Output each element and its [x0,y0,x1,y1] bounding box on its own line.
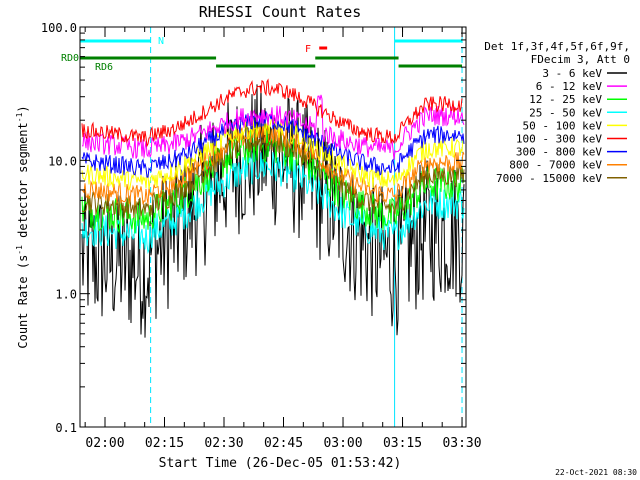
series-lines [81,78,465,338]
series-line [81,149,465,255]
y-axis-label-sup1: -1 [15,245,24,255]
series-line [82,94,465,160]
y-axis-label-main: Count Rate (s [16,255,30,349]
x-tick-label: 02:15 [145,436,184,451]
plot-frame [79,26,467,428]
x-tick-label: 02:30 [204,436,243,451]
legend-entry-label: 3 - 6 keV [542,67,602,80]
legend-header-1: Det 1f,3f,4f,5f,6f,9f, [484,40,630,53]
y-axis-label-end: ) [16,105,30,112]
flag-label-rd6: RD6 [95,62,113,73]
y-tick-label: 100.0 [41,21,77,35]
y-axis-label-sup2: -1 [15,112,24,122]
series-line [81,84,465,338]
series-line [81,127,465,234]
y-tick-label: 1.0 [55,288,77,302]
legend-entry-label: 50 - 100 keV [523,119,603,132]
legend: Det 1f,3f,4f,5f,6f,9f, FDecim 3, Att 0 3… [484,40,630,185]
flag-label-n: N [158,36,164,47]
x-tick-label: 02:45 [264,436,303,451]
y-tick-label: 10.0 [48,154,77,168]
legend-entry-label: 12 - 25 keV [529,93,602,106]
x-tick-label: 03:30 [442,436,481,451]
x-tick-label: 03:15 [383,436,422,451]
legend-entry-label: 300 - 800 keV [516,146,602,159]
timestamp: 22-Oct-2021 08:30 [555,468,637,477]
legend-entry-label: 25 - 50 keV [529,106,602,119]
chart-title: RHESSI Count Rates [199,3,362,21]
series-line [81,111,465,178]
legend-header-2: FDecim 3, Att 0 [531,53,630,66]
x-axis-label: Start Time (26-Dec-05 01:53:42) [159,456,402,471]
y-axis-label: Count Rate (s-1 detector segment-1) [15,105,30,348]
legend-entry-label: 800 - 7000 keV [509,159,602,172]
series-line [81,78,463,148]
flag-label-f: F [305,44,311,55]
y-axis: 100.0 10.0 1.0 0.1 [41,21,466,435]
y-axis-label-mid: detector segment [16,122,30,245]
x-tick-label: 03:00 [323,436,362,451]
x-tick-label: 02:00 [85,436,124,451]
legend-entry-label: 6 - 12 keV [536,80,603,93]
series-line [81,123,465,206]
y-tick-label: 0.1 [55,421,77,435]
flag-label-rd0: RD0 [61,53,79,64]
legend-entry-label: 100 - 300 keV [516,133,602,146]
x-axis: 02:00 02:15 02:30 02:45 03:00 03:15 03:30 [84,27,482,451]
legend-entry-label: 7000 - 15000 keV [496,172,602,185]
